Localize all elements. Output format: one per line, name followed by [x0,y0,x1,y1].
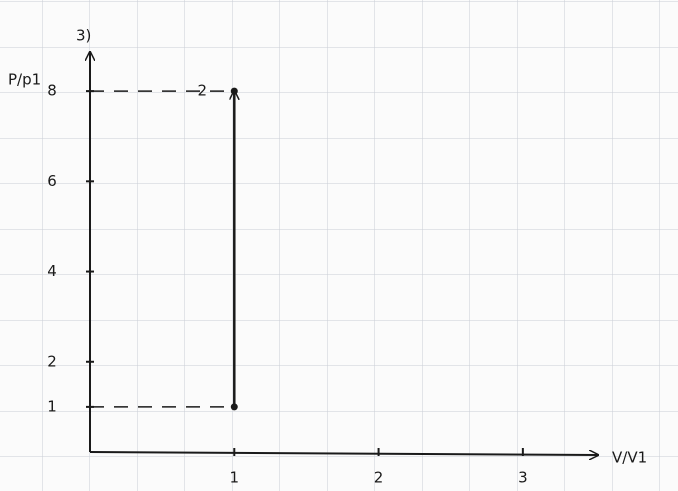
x-tick-label: 1 [230,469,240,487]
x-tick-label: 2 [374,469,384,487]
point [231,88,238,95]
x-axis-label: V/V1 [612,449,647,467]
point [231,403,238,410]
y-tick-label: 2 [47,352,57,370]
y-tick-label: 1 [47,397,57,415]
chart: 3) P/p1 V/V1 1 2 4 6 8 1 2 3 2 [0,0,678,491]
chart-title: 3) [76,27,91,45]
point-label: 2 [198,82,208,100]
y-tick-label: 8 [47,82,57,100]
y-axis-label: P/p1 [8,71,41,89]
x-tick-label: 3 [518,469,528,487]
y-tick-label: 6 [47,172,57,190]
grid-paper [0,0,678,491]
y-tick-label: 4 [47,262,57,280]
